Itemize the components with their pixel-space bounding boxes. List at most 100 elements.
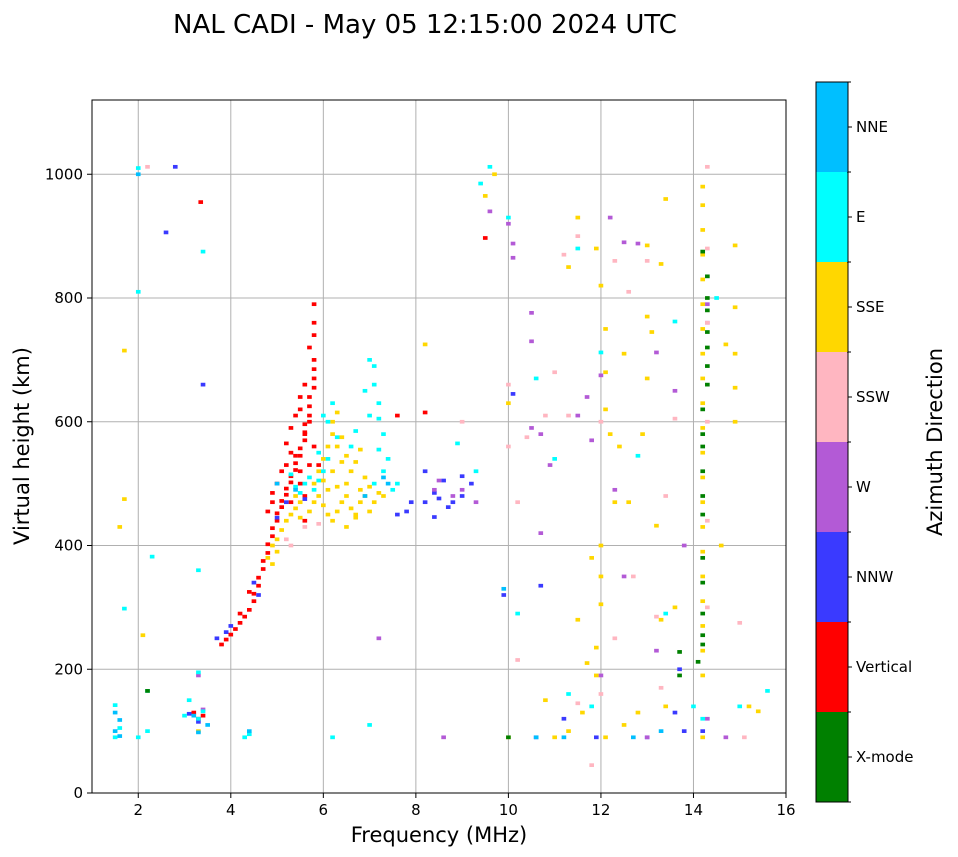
point-sse: [621, 723, 627, 727]
x-tick-label: 2: [133, 801, 143, 819]
point-x-mode: [700, 407, 706, 412]
point-sse: [700, 302, 706, 307]
point-x-mode: [705, 345, 710, 350]
point-sse: [612, 500, 618, 505]
point-sse: [603, 370, 608, 375]
point-w: [584, 395, 590, 399]
point-nnw: [432, 515, 437, 519]
point-nnw: [445, 505, 451, 509]
point-ssw: [737, 620, 743, 625]
colorbar-segment-nnw: [816, 532, 848, 622]
point-sse: [755, 709, 761, 714]
point-nne: [501, 586, 507, 591]
point-vertical: [311, 385, 317, 390]
point-sse: [344, 453, 349, 458]
point-e: [635, 453, 641, 458]
point-vertical: [297, 469, 303, 474]
point-e: [135, 289, 141, 294]
point-w: [705, 716, 710, 721]
point-e: [325, 457, 331, 461]
point-sse: [552, 735, 557, 740]
point-vertical: [311, 444, 317, 449]
point-ssw: [663, 494, 669, 498]
point-e: [112, 735, 118, 740]
point-vertical: [293, 453, 298, 458]
point-vertical: [274, 511, 280, 516]
point-nne: [533, 735, 539, 740]
point-sse: [330, 432, 335, 436]
point-nne: [561, 735, 567, 740]
x-tick-label: 4: [226, 801, 236, 819]
point-sse: [344, 494, 349, 498]
point-vertical: [311, 320, 317, 325]
point-x-mode: [700, 432, 706, 436]
point-nnw: [251, 580, 257, 585]
point-sse: [640, 432, 645, 436]
y-tick-label: 400: [54, 537, 83, 555]
point-w: [635, 241, 641, 246]
point-nnw: [561, 716, 567, 721]
point-vertical: [251, 599, 257, 604]
point-vertical: [223, 637, 229, 642]
point-sse: [732, 385, 738, 390]
point-e: [478, 181, 483, 186]
point-vertical: [288, 450, 294, 455]
point-ssw: [644, 259, 650, 263]
point-sse: [482, 194, 488, 198]
point-vertical: [279, 505, 285, 509]
point-vertical: [311, 358, 317, 362]
point-vertical: [395, 413, 400, 418]
point-e: [182, 713, 187, 718]
point-sse: [307, 509, 312, 514]
point-nne: [205, 723, 210, 727]
point-vertical: [260, 567, 266, 571]
point-e: [371, 382, 377, 387]
point-nne: [381, 475, 386, 480]
point-nne: [112, 710, 118, 715]
point-nnw: [441, 478, 446, 483]
point-x-mode: [700, 633, 706, 638]
point-e: [390, 487, 396, 492]
point-vertical: [237, 611, 243, 616]
point-vertical: [284, 463, 289, 467]
point-nne: [112, 729, 118, 733]
point-vertical: [237, 620, 243, 625]
point-sse: [492, 172, 497, 177]
point-vertical: [302, 432, 308, 436]
point-sse: [626, 500, 632, 505]
point-nnw: [700, 729, 706, 733]
point-w: [644, 735, 650, 740]
y-tick-label: 0: [73, 784, 83, 802]
point-sse: [700, 426, 706, 430]
point-vertical: [270, 491, 275, 495]
point-sse: [362, 475, 368, 480]
point-vertical: [270, 526, 275, 531]
point-e: [330, 735, 335, 740]
point-sse: [672, 605, 678, 610]
point-nnw: [223, 630, 229, 634]
point-ssw: [515, 500, 520, 505]
point-ssw: [631, 574, 636, 579]
point-sse: [353, 512, 359, 517]
point-e: [362, 388, 368, 393]
point-nnw: [172, 164, 178, 169]
point-w: [538, 432, 544, 436]
point-e: [311, 487, 317, 492]
point-e: [149, 554, 155, 559]
point-ssw: [506, 382, 511, 387]
chart-title: NAL CADI - May 05 12:15:00 2024 UTC: [173, 10, 677, 40]
point-sse: [607, 432, 613, 436]
point-e: [112, 703, 118, 707]
point-vertical: [198, 200, 204, 204]
point-nnw: [302, 497, 308, 501]
point-sse: [321, 478, 326, 483]
point-ssw: [575, 234, 581, 238]
point-vertical: [284, 486, 289, 491]
point-e: [334, 435, 340, 440]
point-sse: [325, 487, 331, 492]
point-sse: [353, 460, 359, 464]
point-sse: [371, 500, 377, 505]
point-w: [432, 487, 437, 492]
point-ssw: [284, 537, 289, 542]
point-nne: [631, 735, 636, 740]
